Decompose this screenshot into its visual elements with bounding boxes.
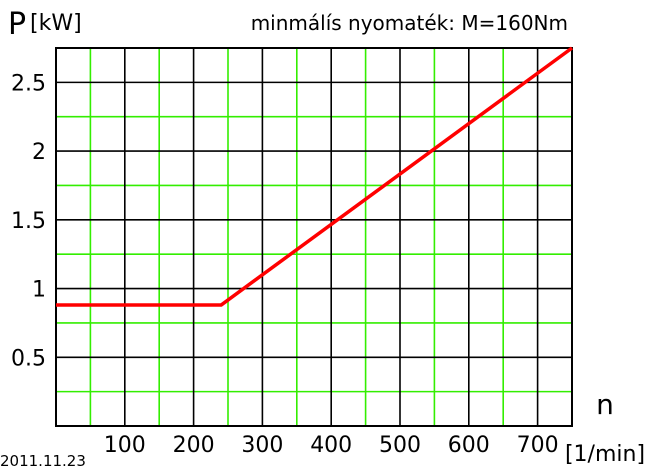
y-tick-label: 1.5 [11,209,46,234]
x-tick-label: 500 [379,433,421,458]
series-line [56,46,574,307]
y-tick-label: 0.5 [11,346,46,371]
data-series [56,46,574,307]
x-tick-label: 700 [517,433,559,458]
minor-grid [56,48,572,426]
major-grid [56,48,572,426]
x-axis-label: n [596,388,614,421]
y-axis-unit: [kW] [30,11,82,36]
x-tick-label: 400 [310,433,352,458]
y-axis-label: P [8,7,26,42]
y-tick-label: 2.5 [11,71,46,96]
chart-title: minmálís nyomaték: M=160Nm [251,11,568,35]
x-tick-label: 200 [173,433,215,458]
y-tick-labels: 0.5 1 1.5 2 2.5 [11,71,46,371]
plot-frame [55,47,573,427]
date-stamp: 2011.11.23 [0,452,86,467]
y-tick-label: 2 [32,140,46,165]
x-axis-unit: [1/min] [565,442,645,467]
y-tick-label: 1 [32,278,46,303]
x-tick-label: 300 [241,433,283,458]
x-tick-label: 600 [448,433,490,458]
x-tick-label: 100 [104,433,146,458]
x-tick-labels: 100 200 300 400 500 600 700 [104,433,559,458]
